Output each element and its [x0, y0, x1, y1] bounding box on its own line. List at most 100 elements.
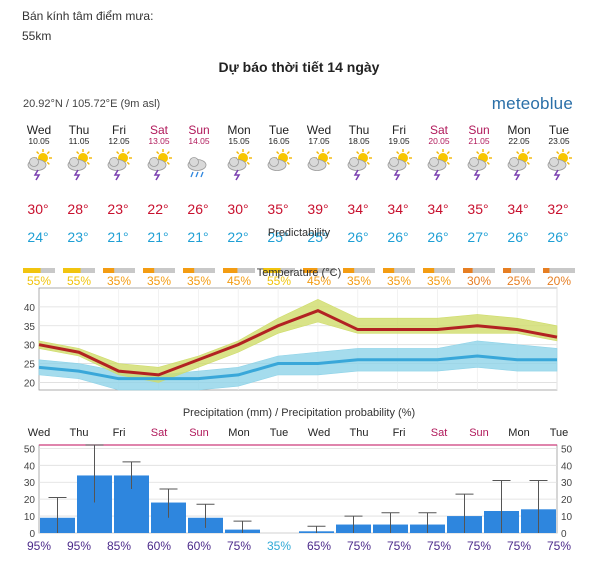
precip-day-label: Sat — [431, 427, 448, 439]
sun-ray — [526, 151, 530, 155]
predictability-value: 35% — [427, 274, 451, 288]
precip-tick-label-left: 50 — [24, 444, 36, 455]
rain-drop — [195, 171, 199, 178]
day-date: 23.05 — [548, 136, 570, 146]
day-name: Fri — [112, 123, 126, 137]
cloud-puff — [269, 157, 279, 167]
predictability-bar-track — [183, 268, 215, 273]
location-coords: 20.92°N / 105.72°E (9m asl) — [23, 98, 161, 110]
lightning-bolt — [513, 169, 521, 181]
precip-day-label: Tue — [550, 427, 569, 439]
precip-day-label: Wed — [28, 427, 50, 439]
min-temp: 24° — [27, 229, 48, 245]
sun-ray — [436, 151, 440, 155]
max-temp: 35° — [267, 201, 288, 217]
temperature-tick-label: 40 — [24, 303, 36, 314]
precip-probability: 35% — [267, 539, 291, 553]
precip-probability: 75% — [227, 539, 251, 553]
min-temp: 25° — [307, 229, 328, 245]
predictability-bar-fill — [183, 268, 195, 273]
sun-ray — [396, 151, 400, 155]
day-date: 12.05 — [108, 136, 130, 146]
min-temp: 26° — [387, 229, 408, 245]
precip-probability: 85% — [107, 539, 131, 553]
precip-day-label: Sun — [189, 427, 209, 439]
cloud-puff — [229, 157, 239, 167]
precip-probability: 75% — [387, 539, 411, 553]
precip-probability: 75% — [347, 539, 371, 553]
thunderstorm-sun-icon — [147, 149, 172, 181]
temperature-tick-label: 20 — [24, 378, 36, 389]
predictability-bar-track — [143, 268, 175, 273]
max-temp: 32° — [547, 201, 568, 217]
meteoblue-logo[interactable]: meteoblue — [491, 94, 573, 113]
sun-ray — [446, 161, 450, 165]
cloud-puff — [109, 157, 119, 167]
sun-ray — [316, 151, 320, 155]
temperature-chart: 20 25 30 35 40 — [24, 287, 558, 391]
sun-ray — [366, 161, 370, 165]
precip-probability: 65% — [307, 539, 331, 553]
day-name: Fri — [392, 123, 406, 137]
cloud-puff — [69, 157, 79, 167]
thunderstorm-sun-icon — [107, 149, 132, 181]
thunderstorm-sun-icon — [507, 149, 532, 181]
sun-ray — [86, 161, 90, 165]
sun-ray — [46, 161, 50, 165]
min-temp: 26° — [427, 229, 448, 245]
predictability-bar-track — [463, 268, 495, 273]
sun-ray — [126, 161, 130, 165]
day-name: Tue — [549, 123, 570, 137]
min-temp: 26° — [347, 229, 368, 245]
predictability-bar-fill — [343, 268, 355, 273]
cloud-puff — [389, 157, 399, 167]
sun-ray — [156, 151, 160, 155]
precip-day-label: Thu — [70, 427, 89, 439]
predictability-bar-track — [103, 268, 135, 273]
lightning-bolt — [153, 169, 161, 181]
sun-ray — [286, 151, 290, 155]
sun-ray — [486, 151, 490, 155]
day-header-strip: Wed10.0530°24°55%Thu11.0528°23°55%Fri12.… — [23, 123, 575, 288]
precip-probability: 95% — [67, 539, 91, 553]
day-name: Thu — [349, 123, 370, 137]
sun-ray — [566, 151, 570, 155]
sun-ray — [116, 151, 120, 155]
precip-day-label: Sat — [151, 427, 168, 439]
temperature-tick-label: 25 — [24, 360, 36, 371]
predictability-value: 45% — [227, 274, 251, 288]
sun-ray — [446, 151, 450, 155]
precip-tick-label-right: 30 — [561, 478, 573, 489]
min-temp: 21° — [187, 229, 208, 245]
cloud-puff — [549, 157, 559, 167]
sun-ray — [476, 151, 480, 155]
sun-ray — [566, 161, 570, 165]
predictability-value: 30% — [467, 274, 491, 288]
sun-ray — [356, 151, 360, 155]
predictability-bar-fill — [543, 268, 550, 273]
sun-ray — [46, 151, 50, 155]
predictability-value: 35% — [387, 274, 411, 288]
sun-ray — [166, 151, 170, 155]
max-temp: 35° — [467, 201, 488, 217]
precip-tick-label-right: 20 — [561, 495, 573, 506]
predictability-bar-fill — [103, 268, 115, 273]
day-date: 10.05 — [28, 136, 50, 146]
sun-ray — [406, 161, 410, 165]
day-date: 14.05 — [188, 136, 210, 146]
cloud-puff — [189, 157, 199, 167]
thunderstorm-sun-icon — [387, 149, 412, 181]
predictability-value: 25% — [507, 274, 531, 288]
cloud-puff — [149, 157, 159, 167]
day-name: Wed — [27, 123, 51, 137]
predictability-value: 55% — [27, 274, 51, 288]
sun-ray — [86, 151, 90, 155]
predictability-label: Predictability — [267, 227, 331, 239]
max-temp: 22° — [147, 201, 168, 217]
precip-tick-label-left: 40 — [24, 461, 36, 472]
precip-probability: 95% — [27, 539, 51, 553]
predictability-bar-track — [223, 268, 255, 273]
temperature-tick-label: 35 — [24, 322, 36, 333]
cloud-puff — [309, 157, 319, 167]
partly-cloudy-icon — [307, 149, 332, 171]
